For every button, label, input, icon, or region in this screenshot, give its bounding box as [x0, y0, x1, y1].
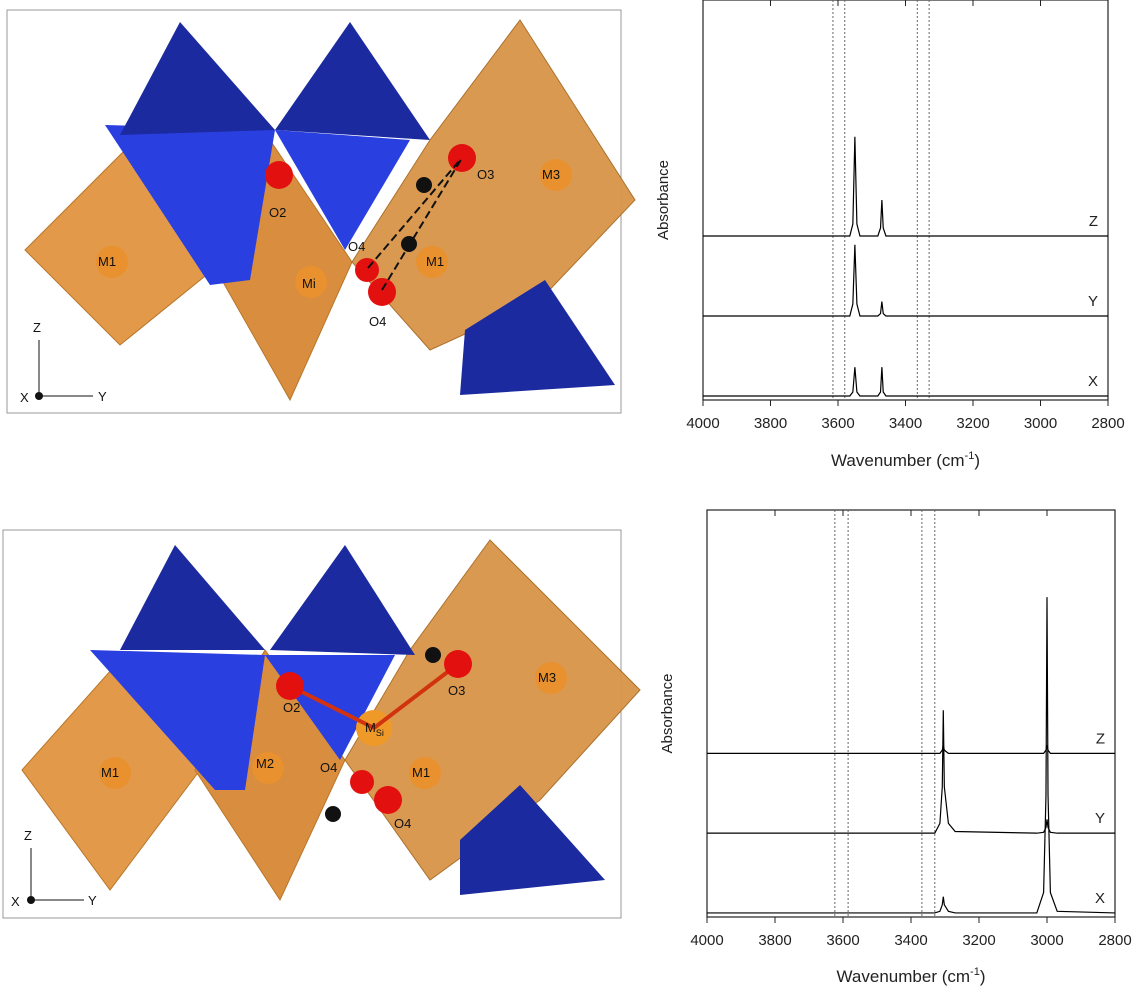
axis-origin [35, 392, 43, 400]
y-axis-title: Absorbance [655, 160, 672, 240]
atom-label: M3 [542, 167, 560, 182]
oxygen [355, 258, 379, 282]
spectrum-line [707, 710, 1115, 833]
x-axis-title-part: ) [980, 967, 986, 986]
x-tick-label: 3200 [962, 932, 995, 949]
x-axis-title-part: Wavenumber (cm [837, 967, 971, 986]
oxygen [265, 161, 293, 189]
series-label: X [1088, 373, 1098, 390]
series-label: Y [1088, 293, 1098, 310]
x-tick-label: 3600 [826, 932, 859, 949]
axis-label: Y [98, 389, 107, 404]
oxygen [276, 672, 304, 700]
axis-label: Y [88, 893, 97, 908]
oxygen [350, 770, 374, 794]
x-axis-title: Wavenumber (cm-1) [837, 966, 986, 986]
axis-label: Z [33, 320, 41, 335]
axis-label: X [11, 894, 20, 909]
figure: M1 O2 Mi O4 O4 M1 O3 M3 Z X Y [0, 0, 1141, 995]
atom-label: O3 [448, 683, 465, 698]
x-tick-label: 3800 [754, 415, 787, 432]
hydrogen [325, 806, 341, 822]
atom-label: M1 [101, 765, 119, 780]
chart: 4000 3800 3600 3400 3200 3000 2800 Wavenumber (… [659, 510, 1132, 986]
oxygen [368, 278, 396, 306]
x-tick-label: 2800 [1098, 932, 1131, 949]
oxygen [374, 786, 402, 814]
x-axis-title: Wavenumber (cm-1) [831, 450, 980, 470]
axis-label: Z [24, 828, 32, 843]
atom-label: M1 [412, 765, 430, 780]
x-tick-label: 3000 [1024, 415, 1057, 432]
atom-label: O4 [394, 816, 411, 831]
spectrum-line [703, 367, 1108, 396]
x-tick-label: 3200 [956, 415, 989, 432]
x-tick-label: 3400 [889, 415, 922, 432]
hydrogen [425, 647, 441, 663]
structure-panel: M1 O2 Mi O4 O4 M1 O3 M3 Z X Y [7, 10, 635, 413]
spectrum-line [707, 597, 1115, 913]
series-label: Z [1096, 730, 1105, 747]
plot-frame [707, 510, 1115, 917]
axis-origin [27, 896, 35, 904]
atom-label: O4 [369, 314, 386, 329]
atom-label: O4 [348, 239, 365, 254]
atom-label: O2 [283, 700, 300, 715]
x-tick-label: 3800 [758, 932, 791, 949]
plot-frame [703, 0, 1108, 400]
oxygen [444, 650, 472, 678]
x-tick-label: 3000 [1030, 932, 1063, 949]
series-label: Z [1089, 213, 1098, 230]
series-label: X [1095, 890, 1105, 907]
spectrum-line [703, 137, 1108, 236]
x-tick-label: 4000 [686, 415, 719, 432]
spectrum-line [707, 745, 1115, 753]
atom-label: M1 [98, 254, 116, 269]
x-axis-title-part: -1 [965, 450, 975, 462]
y-axis-title: Absorbance [659, 673, 676, 753]
x-tick-label: 3600 [821, 415, 854, 432]
x-axis-title-part: ) [974, 451, 980, 470]
series-label: Y [1095, 810, 1105, 827]
atom-label: M [365, 720, 376, 735]
axis-label: X [20, 390, 29, 405]
chart: 4000 3800 3600 3400 3200 3000 2800 Wavenumber (… [655, 0, 1125, 470]
atom-label: M2 [256, 756, 274, 771]
x-tick-label: 3400 [894, 932, 927, 949]
atom-label: Mi [302, 276, 316, 291]
atom-subscript: Si [376, 728, 384, 738]
x-axis-title-part: Wavenumber (cm [831, 451, 965, 470]
atom-label: O3 [477, 167, 494, 182]
structure-panel: M1 O2 M2 MSi O4 O4 M1 O3 M3 Z X Y [3, 530, 640, 918]
atom-label: M3 [538, 670, 556, 685]
x-axis-title-part: -1 [970, 966, 980, 978]
atom-label: O4 [320, 760, 337, 775]
x-tick-label: 2800 [1091, 415, 1124, 432]
spectrum-line [703, 245, 1108, 316]
atom-label: M1 [426, 254, 444, 269]
atom-label: O2 [269, 205, 286, 220]
x-tick-label: 4000 [690, 932, 723, 949]
hydrogen [416, 177, 432, 193]
